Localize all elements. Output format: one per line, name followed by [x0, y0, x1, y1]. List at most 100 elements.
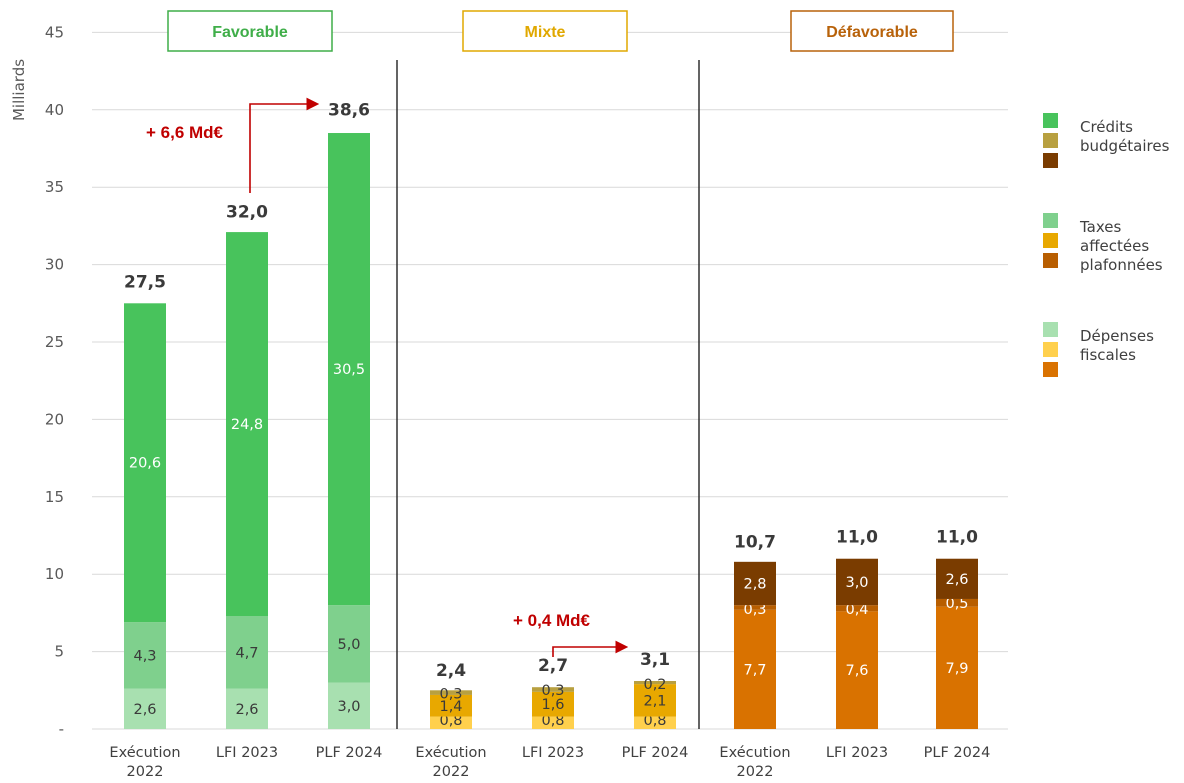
bar-segment: [226, 232, 268, 616]
bar-total-label: 10,7: [734, 532, 776, 552]
legend-label: affectées: [1080, 237, 1149, 255]
bar-segment: [634, 681, 676, 685]
group-header-box: [790, 10, 954, 52]
x-category-label: 2022: [433, 764, 470, 780]
increase-arrow: [552, 640, 629, 657]
bar-segment: [226, 688, 268, 729]
bar-segment: [532, 716, 574, 729]
bar-total-label: 32,0: [226, 203, 268, 223]
bar-segment: [634, 684, 676, 717]
segment-value-label: 7,7: [743, 662, 766, 678]
legend-label: Taxes: [1079, 218, 1122, 236]
segment-value-label: 3,0: [337, 699, 360, 715]
y-axis-label: Milliards: [10, 59, 28, 121]
bar-total-label: 3,1: [640, 650, 670, 670]
bar-segment: [936, 558, 978, 599]
bar-segment: [124, 622, 166, 689]
legend-swatch: [1043, 253, 1058, 268]
segment-value-label: 2,6: [945, 572, 968, 588]
legend-swatch: [1043, 322, 1058, 337]
y-tick-label: 40: [45, 101, 64, 119]
legend-swatch: [1043, 153, 1058, 168]
legend-swatch: [1043, 113, 1058, 128]
bar-segment: [734, 609, 776, 729]
segment-value-label: 2,6: [235, 702, 258, 718]
segment-value-label: 2,8: [743, 576, 766, 592]
segment-value-label: 2,6: [133, 702, 156, 718]
y-tick-label: 35: [45, 178, 64, 196]
bar-segment: [124, 303, 166, 623]
segment-value-label: 0,5: [945, 596, 968, 612]
bar-segment: [328, 133, 370, 606]
bar-segment: [634, 716, 676, 729]
group-header-label: Favorable: [212, 24, 288, 41]
increase-arrow: [249, 97, 320, 193]
bar-total-label: 38,6: [328, 100, 370, 120]
legend-swatch: [1043, 133, 1058, 148]
x-category-label: Exécution: [415, 745, 486, 761]
bar-segment: [836, 558, 878, 606]
segment-value-label: 5,0: [337, 637, 360, 653]
increase-annotation: + 6,6 Md€: [146, 123, 224, 142]
bar-segment: [936, 606, 978, 729]
increase-annotation: + 0,4 Md€: [513, 611, 591, 630]
segment-value-label: 4,7: [235, 645, 258, 661]
group-header-box: [462, 10, 628, 52]
group-header-label: Mixte: [525, 24, 566, 41]
x-category-label: 2022: [737, 764, 774, 780]
segment-value-label: 0,8: [643, 713, 666, 729]
legend-swatch: [1043, 342, 1058, 357]
segment-value-label: 0,3: [541, 683, 564, 699]
segment-value-label: 2,1: [643, 693, 666, 709]
y-tick-label: 25: [45, 333, 64, 351]
x-category-label: PLF 2024: [924, 745, 991, 761]
bar-total-label: 2,7: [538, 656, 568, 676]
segment-value-label: 30,5: [333, 362, 365, 378]
y-tick-label: 30: [45, 256, 64, 274]
legend-label: Crédits: [1080, 118, 1133, 136]
bar-segment: [532, 687, 574, 692]
x-category-label: PLF 2024: [622, 745, 689, 761]
legend-label: fiscales: [1080, 346, 1136, 364]
bar-segment: [328, 605, 370, 683]
x-category-label: PLF 2024: [316, 745, 383, 761]
x-category-label: LFI 2023: [826, 745, 888, 761]
segment-value-label: 0,3: [743, 602, 766, 618]
segment-value-label: 7,6: [845, 663, 868, 679]
x-category-label: Exécution: [109, 745, 180, 761]
legend-swatch: [1043, 362, 1058, 377]
bar-segment: [532, 691, 574, 717]
segment-value-label: 0,3: [439, 686, 462, 702]
group-header-box: [167, 10, 333, 52]
segment-value-label: 0,2: [643, 677, 666, 693]
bar-segment: [836, 605, 878, 612]
legend-label: plafonnées: [1080, 256, 1163, 274]
segment-value-label: 3,0: [845, 575, 868, 591]
segment-value-label: 4,3: [133, 648, 156, 664]
bar-segment: [124, 688, 166, 729]
y-tick-label: 20: [45, 410, 64, 428]
segment-value-label: 7,9: [945, 661, 968, 677]
bar-total-label: 2,4: [436, 661, 466, 681]
x-category-label: 2022: [127, 764, 164, 780]
bar-segment: [430, 694, 472, 717]
segment-value-label: 1,6: [541, 697, 564, 713]
segment-value-label: 20,6: [129, 456, 161, 472]
bar-segment: [226, 615, 268, 689]
bar-total-label: 27,5: [124, 272, 166, 292]
x-category-label: Exécution: [719, 745, 790, 761]
y-tick-label: 45: [45, 23, 64, 41]
y-tick-label: 5: [54, 643, 64, 661]
legend-swatch: [1043, 213, 1058, 228]
legend-label: Dépenses: [1080, 327, 1154, 345]
x-category-label: LFI 2023: [522, 745, 584, 761]
bar-segment: [430, 716, 472, 729]
y-tick-label: 10: [45, 565, 64, 583]
bar-segment: [734, 605, 776, 610]
bar-segment: [836, 611, 878, 729]
bar-segment: [936, 598, 978, 607]
legend-swatch: [1043, 233, 1058, 248]
bar-total-label: 11,0: [836, 528, 878, 548]
